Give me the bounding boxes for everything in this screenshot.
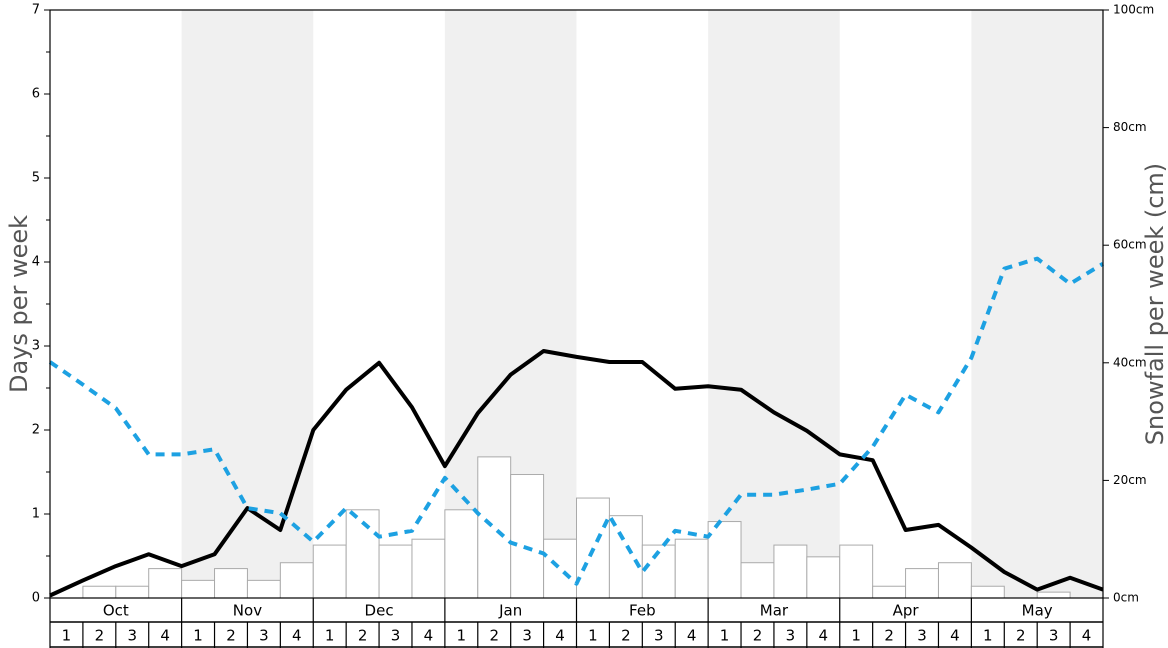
week-label: 3 <box>391 627 401 645</box>
snowfall-bar <box>214 568 248 599</box>
snowfall-bar <box>411 538 446 599</box>
snowfall-bar <box>773 544 808 599</box>
month-shading <box>181 10 1103 598</box>
week-label: 1 <box>62 627 72 645</box>
month-shade-may <box>971 10 1103 598</box>
snowfall-bar <box>543 538 577 599</box>
right-axis: 0cm 20cm 40cm 60cm 80cm 100cm <box>1103 3 1154 605</box>
right-tick-label: 0cm <box>1113 591 1139 605</box>
left-tick-label: 3 <box>32 339 40 354</box>
week-label: 3 <box>1049 627 1059 645</box>
snowfall-bar <box>510 474 545 599</box>
month-shade-mar <box>708 10 840 598</box>
week-label: 2 <box>358 627 368 645</box>
left-axis: 0 1 2 3 4 5 6 7 <box>32 3 50 606</box>
month-label: Nov <box>233 602 262 620</box>
snowfall-bar <box>872 585 907 599</box>
month-label: Apr <box>893 602 920 620</box>
week-label: 4 <box>424 627 434 645</box>
month-label: Jan <box>498 602 522 620</box>
week-label: 4 <box>819 627 829 645</box>
snowfall-bar <box>181 579 216 599</box>
snowfall-bar <box>806 556 841 599</box>
snowfall-bar <box>246 579 281 599</box>
week-label: 2 <box>884 627 894 645</box>
snowfall-bar <box>674 538 709 599</box>
left-tick-label: 4 <box>32 255 40 270</box>
week-label: 4 <box>950 627 960 645</box>
snowfall-bar <box>970 585 1005 599</box>
solid-line-series <box>49 349 1104 598</box>
month-label: Oct <box>103 602 129 620</box>
snowfall-bar <box>839 544 874 599</box>
left-tick-label: 7 <box>32 3 40 18</box>
week-label: 2 <box>621 627 631 645</box>
week-label: 3 <box>786 627 796 645</box>
week-label: 1 <box>983 627 993 645</box>
snowfall-bar <box>378 544 413 599</box>
week-label: 2 <box>489 627 499 645</box>
month-label: Feb <box>629 602 656 620</box>
week-label: 1 <box>720 627 730 645</box>
week-label: 3 <box>917 627 927 645</box>
right-tick-label: 20cm <box>1113 473 1147 487</box>
snowfall-bar <box>1036 591 1071 599</box>
week-label: 2 <box>1016 627 1026 645</box>
right-axis-title: Snowfall per week (cm) <box>1141 163 1168 445</box>
week-label: 4 <box>1082 627 1092 645</box>
left-tick-label: 6 <box>32 87 40 102</box>
snowfall-bar <box>608 515 643 599</box>
right-tick-label: 80cm <box>1113 120 1147 134</box>
right-tick-label: 40cm <box>1113 355 1147 369</box>
month-label: May <box>1022 602 1053 620</box>
right-tick-label: 100cm <box>1113 3 1154 17</box>
month-label: Mar <box>760 602 789 620</box>
left-tick-label: 0 <box>32 591 40 606</box>
week-label: 3 <box>259 627 269 645</box>
snowfall-bar <box>707 521 742 599</box>
week-label: 1 <box>851 627 861 645</box>
snowfall-bar <box>937 562 972 599</box>
week-label: 1 <box>193 627 203 645</box>
line-series <box>48 256 1105 598</box>
snowfall-bar <box>477 456 512 599</box>
left-tick-label: 1 <box>32 507 40 522</box>
snowfall-bar <box>312 544 347 599</box>
week-label: 1 <box>325 627 335 645</box>
snowfall-bar <box>82 585 117 599</box>
dashed-line-series <box>48 256 1105 586</box>
week-label: 4 <box>292 627 302 645</box>
left-tick-label: 5 <box>32 171 40 186</box>
week-label: 4 <box>160 627 170 645</box>
snowfall-bars <box>82 456 1071 599</box>
week-label: 2 <box>95 627 105 645</box>
week-label: 2 <box>226 627 236 645</box>
week-label: 1 <box>457 627 467 645</box>
month-axis: Oct Nov Dec Jan Feb Mar Apr May 1 2 3 4 1 2 3 4 1 2 3 4 1 2 3 4… <box>49 598 1104 648</box>
week-label: 3 <box>522 627 532 645</box>
week-label: 4 <box>555 627 565 645</box>
snowfall-bar <box>148 568 183 599</box>
month-label: Dec <box>365 602 394 620</box>
snowfall-bar <box>740 562 775 599</box>
left-tick-label: 2 <box>32 423 40 438</box>
right-tick-label: 60cm <box>1113 238 1147 252</box>
snowfall-bar <box>444 509 479 599</box>
week-label: 3 <box>654 627 664 645</box>
week-label: 2 <box>753 627 763 645</box>
week-label: 1 <box>588 627 598 645</box>
snowfall-bar <box>115 585 150 599</box>
snowfall-bar <box>279 562 314 599</box>
week-label: 4 <box>687 627 697 645</box>
snowfall-bar <box>905 568 939 599</box>
left-axis-title: Days per week <box>5 215 33 393</box>
week-label: 3 <box>127 627 137 645</box>
